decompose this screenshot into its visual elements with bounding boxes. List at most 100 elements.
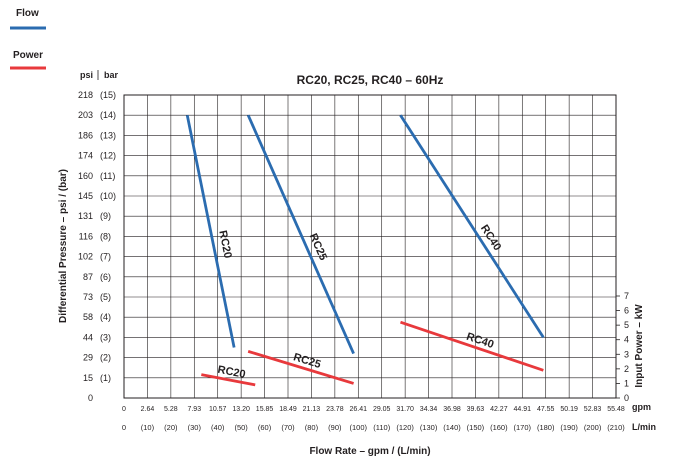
y2-tick-label: 4 — [624, 335, 629, 345]
y-tick-psi: 131 — [78, 211, 93, 221]
x-tick-lpm: (20) — [164, 423, 178, 432]
y-tick-bar: (11) — [100, 171, 115, 181]
y-tick-bar: (7) — [100, 252, 111, 262]
y-tick-psi: 174 — [78, 151, 93, 161]
x-tick-lpm: (150) — [467, 423, 485, 432]
x-tick-lpm: (200) — [584, 423, 602, 432]
x-tick-gpm: 34.34 — [420, 406, 438, 413]
y-tick-bar: (14) — [100, 110, 116, 120]
x-tick-gpm: 21.13 — [303, 406, 321, 413]
y-tick-bar: (5) — [100, 292, 111, 302]
series-line-power-rc25 — [247, 350, 355, 385]
x-tick-gpm: 18.49 — [279, 406, 297, 413]
y-tick-psi: 160 — [78, 171, 93, 181]
series-label-power-rc20: RC20 — [217, 364, 247, 381]
x-tick-lpm: (110) — [373, 423, 390, 432]
y-tick-bar: (3) — [100, 332, 111, 342]
y-tick-psi: 145 — [78, 191, 93, 201]
x-tick-labels: 0 2.64 5.28 7.93 10.57 13.20 15.85 18.49 21.13 23… — [122, 406, 625, 432]
x-tick-gpm: 29.05 — [373, 406, 391, 413]
x-tick-gpm: 44.91 — [514, 406, 532, 413]
y-tick-bar: (12) — [100, 151, 116, 161]
y-tick-psi: 73 — [83, 292, 93, 302]
x-tick-gpm: 26.41 — [350, 406, 368, 413]
x-axis-unit-lpm: L/min — [632, 422, 656, 432]
x-tick-lpm: (80) — [305, 423, 319, 432]
y-tick-psi: 15 — [83, 373, 93, 383]
y-tick-labels: 0 15 (1) 29 (2) 44 (3) 58 (4) 73 (5) 87 (6) 102 (7) 116… — [78, 90, 116, 403]
x-tick-gpm: 52.83 — [584, 406, 602, 413]
x-tick-gpm: 55.48 — [607, 406, 625, 413]
x-tick-lpm: (120) — [396, 423, 414, 432]
x-tick-lpm: (100) — [350, 423, 368, 432]
y-tick-psi: 116 — [79, 231, 93, 241]
y-tick-psi: 87 — [83, 272, 93, 282]
x-tick-lpm: (50) — [234, 423, 248, 432]
series-line-power-rc40 — [400, 320, 544, 372]
y-tick-psi: 58 — [83, 312, 93, 322]
x-tick-gpm: 39.63 — [467, 406, 485, 413]
y-tick-bar: (10) — [100, 191, 116, 201]
x-tick-gpm: 47.55 — [537, 406, 555, 413]
y-tick-bar: (1) — [100, 373, 111, 383]
x-tick-gpm: 2.64 — [141, 406, 155, 413]
series-line-power-rc20 — [201, 373, 256, 387]
x-tick-lpm: (190) — [560, 423, 578, 432]
y2-tick-label: 5 — [624, 320, 629, 330]
legend: Flow Power — [10, 8, 46, 70]
x-tick-gpm: 42.27 — [490, 406, 508, 413]
series-line-flow-rc40 — [399, 114, 545, 339]
x-tick-gpm: 36.98 — [443, 406, 461, 413]
x-axis-title: Flow Rate – gpm / (L/min) — [309, 446, 430, 457]
x-tick-lpm: (140) — [443, 423, 461, 432]
series-line-flow-rc25 — [246, 114, 355, 355]
y2-tick-label: 1 — [624, 378, 629, 388]
x-tick-lpm: (180) — [537, 423, 555, 432]
legend-power-label: Power — [13, 50, 43, 61]
y2-tick-label: 2 — [624, 364, 629, 374]
x-tick-lpm: (40) — [211, 423, 225, 432]
series-label-flow-rc20: RC20 — [216, 229, 233, 259]
x-tick-gpm: 7.93 — [187, 406, 201, 413]
x-tick-lpm: (160) — [490, 423, 508, 432]
y-tick-psi: 0 — [88, 393, 93, 403]
series-label-flow-rc40: RC40 — [478, 223, 503, 253]
y-axis-title: Differential Pressure – psi / (bar) — [58, 169, 69, 323]
y-tick-bar: (6) — [100, 272, 111, 282]
y2-tick-labels: 0 1 2 3 4 5 6 7 — [616, 291, 629, 403]
y-axis-unit-psi: psi — [80, 70, 93, 80]
y-tick-bar: (4) — [100, 312, 111, 322]
x-tick-lpm: 0 — [122, 423, 126, 432]
y-tick-psi: 102 — [78, 252, 93, 262]
y2-tick-label: 0 — [624, 393, 629, 403]
x-axis-unit-gpm: gpm — [632, 402, 651, 412]
x-tick-gpm: 13.20 — [232, 406, 250, 413]
y-tick-psi: 44 — [83, 332, 93, 342]
legend-flow-label: Flow — [16, 8, 39, 19]
plot-frame — [123, 94, 617, 399]
x-tick-gpm: 50.19 — [560, 406, 578, 413]
x-tick-gpm: 15.85 — [256, 406, 274, 413]
y-tick-bar: (2) — [100, 353, 111, 363]
x-tick-lpm: (210) — [607, 423, 625, 432]
x-tick-lpm: (30) — [188, 423, 202, 432]
y-tick-psi: 218 — [78, 90, 93, 100]
y2-tick-label: 7 — [624, 291, 629, 301]
y-tick-psi: 203 — [78, 110, 93, 120]
x-tick-gpm: 23.78 — [326, 406, 344, 413]
y-tick-psi: 186 — [78, 130, 93, 140]
x-tick-gpm: 31.70 — [396, 406, 414, 413]
x-tick-lpm: (170) — [514, 423, 532, 432]
y2-tick-label: 3 — [624, 349, 629, 359]
y2-tick-label: 6 — [624, 306, 629, 316]
x-tick-lpm: (60) — [258, 423, 272, 432]
y-tick-bar: (15) — [100, 90, 116, 100]
chart-title: RC20, RC25, RC40 – 60Hz — [297, 73, 444, 87]
series-line-flow-rc20 — [185, 114, 236, 348]
x-tick-lpm: (130) — [420, 423, 438, 432]
x-tick-gpm: 0 — [122, 406, 126, 413]
y-axis-unit-bar: bar — [104, 70, 119, 80]
y-tick-bar: (13) — [100, 130, 116, 140]
y-tick-bar: (8) — [100, 231, 111, 241]
